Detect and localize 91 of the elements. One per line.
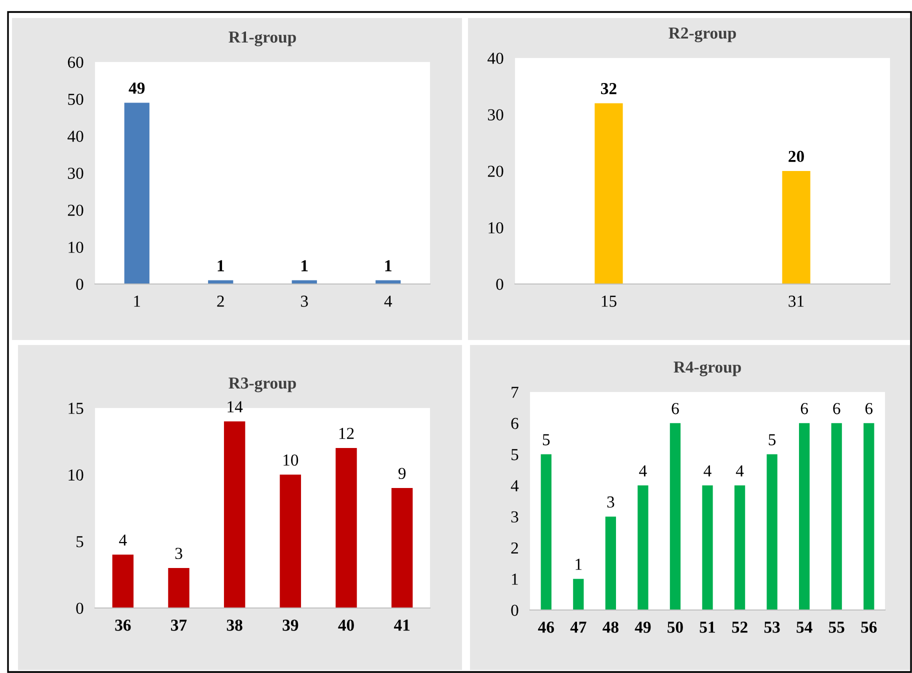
bar xyxy=(391,488,413,608)
data-label: 4 xyxy=(639,465,647,476)
data-label: 49 xyxy=(128,82,145,94)
data-label: 6 xyxy=(672,403,679,414)
bar xyxy=(638,485,648,610)
x-tick-label: 38 xyxy=(226,620,242,631)
data-label: 5 xyxy=(768,434,776,446)
data-label: 14 xyxy=(228,401,243,412)
chart-title: R4-group xyxy=(674,362,741,376)
y-tick-label: 10 xyxy=(68,242,84,253)
data-label: 20 xyxy=(788,150,804,162)
y-tick-label: 5 xyxy=(512,449,518,460)
y-tick-label: 7 xyxy=(512,386,518,398)
x-tick-label: 51 xyxy=(700,622,715,633)
y-tick-label: 10 xyxy=(68,469,84,481)
data-label: 4 xyxy=(736,465,744,476)
y-tick-label: 60 xyxy=(68,56,84,68)
data-label: 6 xyxy=(800,403,808,414)
y-tick-label: 3 xyxy=(511,511,518,523)
data-label: 32 xyxy=(601,83,616,94)
y-tick-label: 0 xyxy=(511,604,518,616)
y-tick-label: 0 xyxy=(76,278,84,290)
y-tick-label: 10 xyxy=(488,222,504,234)
y-tick-label: 30 xyxy=(68,168,84,179)
y-tick-label: 40 xyxy=(68,130,84,142)
x-tick-label: 39 xyxy=(282,620,298,631)
y-tick-label: 40 xyxy=(488,52,504,64)
data-label: 1 xyxy=(302,260,308,272)
y-tick-label: 20 xyxy=(488,166,504,177)
y-tick-label: 4 xyxy=(510,480,519,492)
bar xyxy=(224,421,246,608)
bar xyxy=(702,485,713,610)
x-tick-label: 4 xyxy=(384,296,392,307)
data-label: 9 xyxy=(398,468,406,480)
bar xyxy=(831,423,842,610)
x-tick-label: 1 xyxy=(134,296,140,307)
y-tick-label: 20 xyxy=(68,204,84,216)
bar xyxy=(864,423,874,610)
data-label: 4 xyxy=(704,465,712,476)
x-tick-label: 37 xyxy=(171,620,187,631)
data-label: 6 xyxy=(833,403,840,414)
bar xyxy=(573,578,584,610)
chart-title: R3-group xyxy=(228,378,296,392)
data-label: 3 xyxy=(175,548,182,560)
x-tick-label: 3 xyxy=(301,296,308,307)
chart-title: R2-group xyxy=(668,28,736,42)
bar xyxy=(605,516,616,610)
x-tick-label: 53 xyxy=(764,622,780,633)
x-tick-label: 52 xyxy=(732,622,748,633)
bar xyxy=(168,568,190,608)
data-label: 1 xyxy=(218,260,224,272)
y-tick-label: 6 xyxy=(511,418,518,430)
x-tick-label: 41 xyxy=(394,620,410,631)
data-label: 1 xyxy=(385,260,392,272)
data-label: 6 xyxy=(865,403,873,414)
data-label: 10 xyxy=(284,454,298,466)
x-tick-label: 56 xyxy=(861,622,877,633)
bar xyxy=(766,454,778,610)
y-tick-label: 1 xyxy=(512,574,518,585)
data-label: 1 xyxy=(576,558,582,570)
x-tick-label: 47 xyxy=(570,622,586,633)
bar xyxy=(112,554,134,608)
x-tick-label: 31 xyxy=(788,296,804,307)
x-tick-label: 2 xyxy=(217,296,224,307)
x-tick-label: 46 xyxy=(538,622,554,633)
x-tick-label: 49 xyxy=(634,622,651,633)
bar xyxy=(734,485,746,610)
bar xyxy=(540,454,552,610)
bar xyxy=(336,448,357,608)
x-tick-label: 50 xyxy=(668,622,683,633)
y-tick-label: 2 xyxy=(511,542,518,554)
y-tick-label: 0 xyxy=(76,602,84,614)
y-tick-label: 0 xyxy=(496,278,504,290)
bar xyxy=(798,423,810,610)
x-tick-label: 55 xyxy=(828,622,844,633)
bar xyxy=(280,474,302,608)
data-label: 4 xyxy=(119,534,127,546)
chart-title: R1-group xyxy=(228,32,296,46)
data-label: 12 xyxy=(339,428,354,439)
y-tick-label: 50 xyxy=(68,94,84,105)
x-tick-label: 48 xyxy=(602,622,618,633)
data-label: 5 xyxy=(542,434,550,446)
data-label: 3 xyxy=(607,496,614,508)
y-tick-label: 15 xyxy=(68,402,84,414)
y-tick-label: 30 xyxy=(488,109,504,120)
x-tick-label: 15 xyxy=(602,296,616,307)
x-tick-label: 40 xyxy=(338,620,354,631)
y-tick-label: 5 xyxy=(76,536,84,548)
bar xyxy=(670,423,681,610)
x-tick-label: 36 xyxy=(115,620,131,631)
x-tick-label: 54 xyxy=(796,622,812,633)
